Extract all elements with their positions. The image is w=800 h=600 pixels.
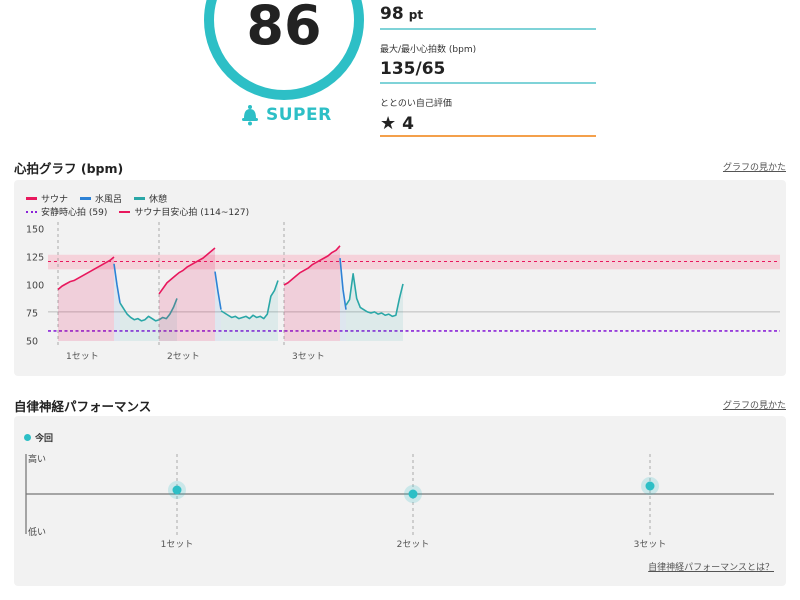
x-label: 1セット [161, 539, 194, 550]
star-icon: ★ [380, 113, 397, 134]
legend-sauna: サウナ [26, 192, 68, 205]
score-value: 86 [246, 0, 322, 57]
heart-rate-label: 最大/最小心拍数 (bpm) [380, 45, 477, 55]
sauna-area [284, 245, 340, 341]
legend-label: 今回 [35, 434, 54, 444]
legend-row-1: サウナ 水風呂 休憩 [26, 192, 167, 205]
y-label-high: 高い [28, 453, 46, 465]
rest-area [221, 280, 278, 341]
legend-swatch [134, 197, 146, 200]
water-line [339, 258, 347, 310]
y-tick-label: 125 [26, 253, 44, 264]
rank-badge: SUPER [240, 104, 332, 126]
legend-label: サウナ目安心拍 (114~127) [134, 208, 250, 218]
heart-graph-help-link[interactable]: グラフの見かた [722, 163, 786, 173]
legend-swatch [119, 210, 131, 213]
rank-label: SUPER [266, 105, 332, 125]
self-rating-stat: ととのい自己評価 ★ 4 [380, 96, 596, 134]
legend-water: 水風呂 [80, 192, 122, 205]
legend-label: 休憩 [149, 195, 168, 205]
data-point [645, 481, 655, 491]
data-point [408, 489, 418, 499]
heart-rate-value: 135/65 [380, 59, 446, 79]
points-unit: pt [408, 8, 424, 22]
heart-graph-title: 心拍グラフ (bpm) [14, 161, 124, 176]
sauna-area [58, 257, 114, 341]
legend-row-2: 安静時心拍 (59) サウナ目安心拍 (114~127) [26, 205, 249, 218]
autonomic-panel: 今回 高い低い 1セット 2セット 3セット 自律神経パフォーマンスとは？ [14, 416, 786, 586]
target-band [48, 254, 780, 270]
self-rating-value: 4 [402, 113, 414, 134]
rest-area [120, 298, 177, 341]
rest-area [346, 273, 403, 341]
self-rating-label: ととのい自己評価 [380, 99, 452, 109]
legend-dot [24, 434, 31, 441]
autonomic-about-link[interactable]: 自律神経パフォーマンスとは？ [648, 563, 774, 573]
water-area [215, 271, 221, 341]
legend-swatch [26, 197, 37, 200]
rest-line [119, 298, 178, 322]
legend-target: サウナ目安心拍 (114~127) [119, 205, 249, 218]
legend-resting: 安静時心拍 (59) [26, 205, 107, 218]
y-label-low: 低い [28, 526, 46, 538]
divider [380, 82, 596, 84]
sauna-area [159, 248, 215, 341]
y-tick-label: 100 [26, 281, 44, 292]
divider [380, 135, 596, 137]
set-label: 1セット [66, 351, 99, 362]
y-tick-label: 75 [26, 309, 38, 320]
water-area [114, 263, 120, 341]
autonomic-help-link[interactable]: グラフの見かた [722, 401, 786, 411]
legend-current: 今回 [24, 431, 53, 444]
bell-icon [242, 105, 258, 126]
heart-rate-chart: 150 125 100 75 50 1セット 2セット 3セット [26, 222, 780, 362]
x-label: 3セット [634, 539, 667, 550]
legend-label: 水風呂 [95, 195, 123, 205]
set-label: 2セット [167, 351, 200, 362]
sauna-line [158, 247, 216, 295]
y-tick-label: 50 [26, 337, 38, 348]
water-line [214, 271, 222, 310]
heart-graph-panel: サウナ 水風呂 休憩 安静時心拍 (59) サウナ目安心拍 (114~127) … [14, 180, 786, 376]
legend-label: 安静時心拍 (59) [41, 208, 108, 218]
rest-line [345, 273, 404, 318]
rest-line [220, 280, 279, 320]
points-stat: 98 pt [380, 4, 596, 24]
legend-rest: 休憩 [134, 192, 167, 205]
autonomic-title: 自律神経パフォーマンス [14, 399, 152, 414]
heart-rate-stat: 最大/最小心拍数 (bpm) 135/65 [380, 42, 596, 79]
x-label: 2セット [397, 539, 430, 550]
y-tick-label: 150 [26, 225, 44, 236]
sauna-line [57, 256, 115, 291]
sauna-line [283, 245, 341, 286]
divider [380, 28, 596, 30]
legend-label: サウナ [41, 195, 69, 205]
data-point [172, 485, 182, 495]
legend-swatch [80, 197, 92, 200]
water-line [113, 263, 121, 304]
legend-swatch [26, 210, 37, 213]
points-value: 98 [380, 4, 404, 24]
set-label: 3セット [292, 351, 325, 362]
